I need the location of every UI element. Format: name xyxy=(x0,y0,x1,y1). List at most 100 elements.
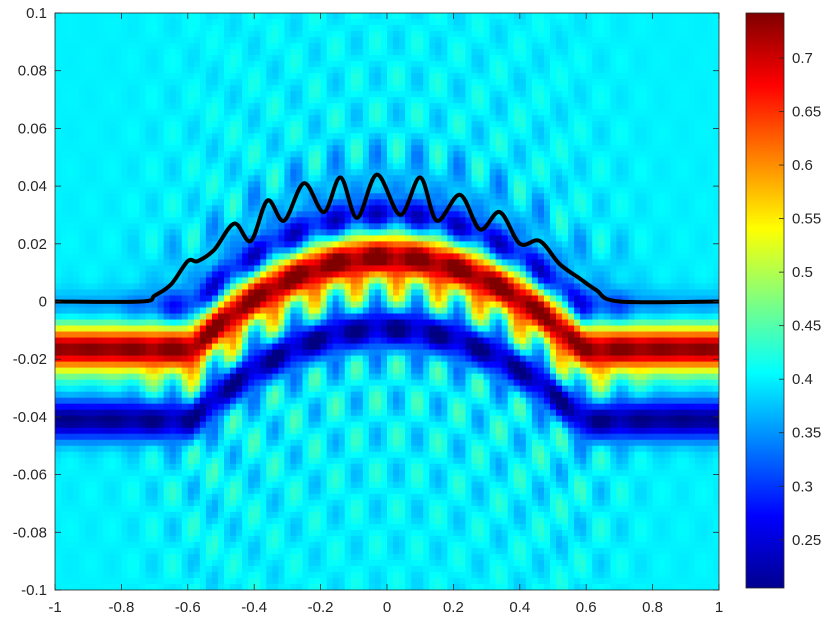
heatmap-cell xyxy=(181,409,189,417)
heatmap-cell xyxy=(242,361,249,369)
heatmap-cell xyxy=(236,43,243,50)
heatmap-cell xyxy=(91,427,98,435)
heatmap-cell xyxy=(109,193,116,200)
heatmap-cell xyxy=(356,427,364,435)
heatmap-cell xyxy=(338,139,346,146)
heatmap-cell xyxy=(278,499,285,507)
heatmap-cell xyxy=(97,499,104,507)
heatmap-cell xyxy=(326,541,334,549)
heatmap-cell xyxy=(350,103,358,110)
heatmap-cell xyxy=(284,283,292,291)
heatmap-cell xyxy=(73,397,80,405)
heatmap-cell xyxy=(103,289,110,297)
heatmap-cell xyxy=(211,487,219,495)
heatmap-cell xyxy=(217,469,225,477)
heatmap-cell xyxy=(314,301,322,309)
heatmap-cell xyxy=(55,409,62,417)
heatmap-cell xyxy=(242,517,249,525)
heatmap-cell xyxy=(296,583,304,590)
heatmap-cell xyxy=(272,109,279,116)
heatmap-cell xyxy=(55,247,62,255)
heatmap-cell xyxy=(139,253,147,261)
heatmap-cell xyxy=(187,133,195,140)
heatmap-cell xyxy=(175,319,183,327)
heatmap-cell xyxy=(127,175,135,182)
heatmap-cell xyxy=(103,535,110,543)
heatmap-cell xyxy=(254,265,261,273)
heatmap-cell xyxy=(326,397,334,405)
heatmap-cell xyxy=(296,523,304,531)
heatmap-cell xyxy=(278,505,285,513)
heatmap-cell xyxy=(61,37,68,44)
heatmap-cell xyxy=(254,343,261,351)
heatmap-cell xyxy=(266,583,273,590)
heatmap-cell xyxy=(248,469,255,477)
heatmap-cell xyxy=(85,487,92,495)
heatmap-cell xyxy=(181,85,189,92)
heatmap-cell xyxy=(157,211,165,218)
heatmap-cell xyxy=(67,319,74,327)
heatmap-cell xyxy=(97,463,104,471)
heatmap-cell xyxy=(338,421,346,429)
heatmap-cell xyxy=(169,115,177,122)
heatmap-cell xyxy=(278,73,285,80)
heatmap-cell xyxy=(205,247,213,255)
heatmap-cell xyxy=(217,385,225,393)
heatmap-cell xyxy=(73,295,80,303)
heatmap-cell xyxy=(55,169,62,176)
heatmap-cell xyxy=(362,133,370,140)
heatmap-cell xyxy=(157,103,165,110)
heatmap-cell xyxy=(326,31,334,38)
heatmap-cell xyxy=(242,499,249,507)
heatmap-cell xyxy=(79,379,86,387)
heatmap-cell xyxy=(91,451,98,459)
heatmap-cell xyxy=(199,277,207,285)
heatmap-cell xyxy=(175,115,183,122)
heatmap-cell xyxy=(314,481,322,489)
heatmap-cell xyxy=(187,79,195,86)
heatmap-cell xyxy=(320,307,328,315)
heatmap-cell xyxy=(260,385,267,393)
heatmap-cell xyxy=(85,223,92,230)
heatmap-cell xyxy=(181,535,189,543)
heatmap-cell xyxy=(308,235,316,242)
heatmap-cell xyxy=(73,283,80,291)
heatmap-cell xyxy=(73,571,80,579)
heatmap-cell xyxy=(187,97,195,104)
heatmap-cell xyxy=(260,67,267,74)
heatmap-cell xyxy=(254,211,261,218)
heatmap-cell xyxy=(127,397,135,405)
heatmap-cell xyxy=(320,121,328,128)
heatmap-cell xyxy=(350,325,358,333)
heatmap-cell xyxy=(211,379,219,387)
heatmap-cell xyxy=(302,109,310,116)
heatmap-cell xyxy=(242,223,249,230)
heatmap-cell xyxy=(302,337,310,345)
heatmap-cell xyxy=(338,241,346,249)
heatmap-cell xyxy=(266,367,273,375)
heatmap-cell xyxy=(115,541,122,549)
heatmap-cell xyxy=(151,97,159,104)
heatmap-cell xyxy=(302,499,310,507)
heatmap-cell xyxy=(145,499,153,507)
heatmap-cell xyxy=(109,265,116,273)
heatmap-cell xyxy=(169,37,177,44)
heatmap-cell xyxy=(157,145,165,152)
heatmap-cell xyxy=(332,361,340,369)
heatmap-cell xyxy=(199,475,207,483)
heatmap-cell xyxy=(187,307,195,315)
heatmap-cell xyxy=(296,55,304,62)
heatmap-cell xyxy=(97,397,104,405)
heatmap-cell xyxy=(151,235,159,242)
heatmap-cell xyxy=(217,271,225,279)
heatmap-cell xyxy=(145,319,153,327)
heatmap-cell xyxy=(133,577,141,585)
heatmap-cell xyxy=(199,55,207,62)
heatmap-cell xyxy=(55,481,62,489)
heatmap-cell xyxy=(236,409,243,417)
heatmap-cell xyxy=(79,283,86,291)
heatmap-cell xyxy=(145,157,153,164)
heatmap-cell xyxy=(284,247,292,255)
heatmap-cell xyxy=(145,277,153,285)
heatmap-cell xyxy=(326,211,334,218)
